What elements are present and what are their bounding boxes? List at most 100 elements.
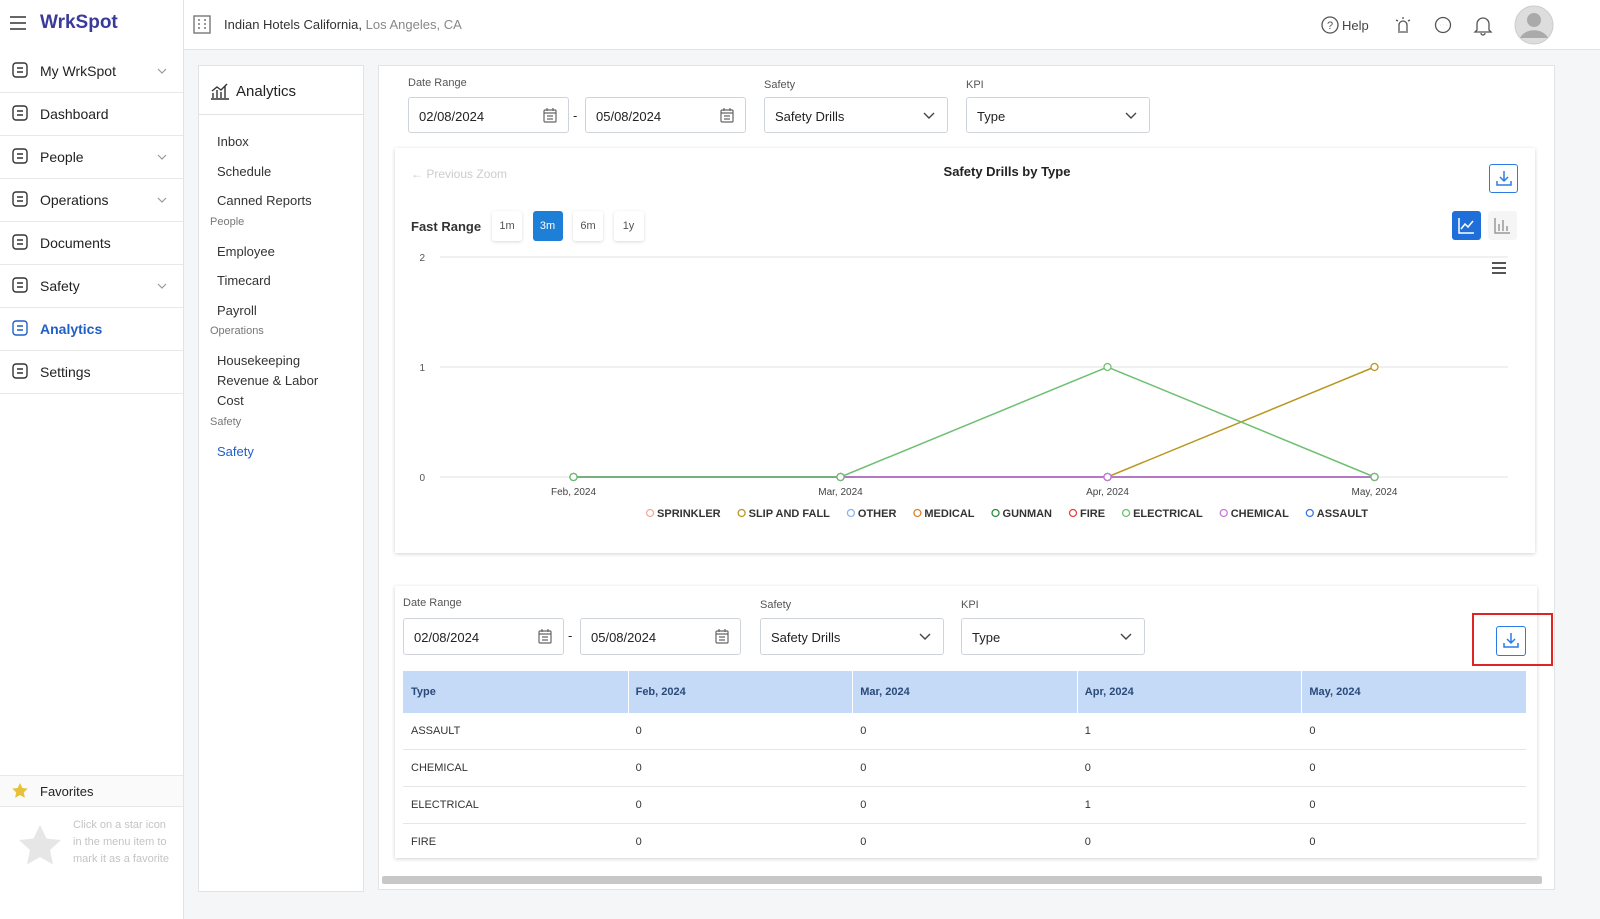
legend-label: SLIP AND FALL — [749, 508, 831, 520]
chevron[interactable] — [157, 68, 167, 74]
previous-zoom[interactable]: ← Previous Zoom — [411, 167, 508, 181]
nav-label: Documents — [40, 235, 111, 251]
table-header-cell: May, 2024 — [1309, 686, 1361, 698]
chart-title: Safety Drills by Type — [944, 164, 1071, 179]
safety-select[interactable]: Safety Drills — [760, 618, 944, 655]
bell-icon[interactable] — [1473, 14, 1493, 36]
safety-label: Safety — [764, 79, 796, 91]
submenu-item[interactable]: Employee — [217, 243, 275, 259]
end-date: 05/08/2024 — [596, 109, 662, 124]
submenu-item[interactable]: Payroll — [217, 302, 257, 318]
submenu-item[interactable]: Timecard — [217, 273, 271, 288]
nav-label: Safety — [40, 278, 80, 294]
nav-icon — [12, 277, 28, 293]
calendar-icon[interactable] — [715, 629, 729, 644]
table-cell: 0 — [1309, 762, 1316, 774]
end-date-input[interactable]: 05/08/2024 — [585, 97, 746, 133]
safety-value: Safety Drills — [771, 630, 841, 645]
svg-text:?: ? — [1327, 20, 1333, 32]
chevron — [919, 633, 931, 640]
hotel-name: Indian Hotels California, — [224, 17, 363, 32]
nav-label: Dashboard — [40, 106, 109, 122]
kpi-select[interactable]: Type — [966, 97, 1150, 133]
nav-item[interactable]: My WrkSpot — [0, 49, 183, 93]
nav-item[interactable]: Safety — [0, 264, 183, 308]
hotel[interactable]: Indian Hotels California, Los Angeles, C… — [224, 17, 462, 32]
kpi-select[interactable]: Type — [961, 618, 1145, 655]
date-label: Date Range — [408, 77, 467, 89]
calendar-icon[interactable] — [538, 629, 552, 644]
favorites-title: Favorites — [40, 784, 94, 799]
safety-label: Safety — [760, 599, 792, 611]
range-button[interactable]: 6m — [573, 211, 603, 241]
range-button[interactable]: 1y — [613, 211, 644, 241]
end-date: 05/08/2024 — [591, 630, 657, 645]
end-date-input[interactable]: 05/08/2024 — [580, 618, 741, 655]
table-cell: 0 — [635, 799, 642, 811]
logo[interactable]: WrkSpot — [40, 12, 118, 33]
nav-item[interactable]: Dashboard — [0, 92, 183, 136]
star-icon — [12, 783, 28, 798]
series-line — [573, 366, 1375, 478]
calendar-icon[interactable] — [543, 108, 557, 123]
table-cell: 1 — [1084, 725, 1091, 737]
chart-menu[interactable] — [1492, 262, 1506, 274]
x-tick-label: May, 2024 — [1352, 487, 1398, 498]
start-date-input[interactable]: 02/08/2024 — [403, 618, 564, 655]
chevron[interactable] — [157, 154, 167, 160]
nav-icon — [12, 148, 28, 164]
submenu-item[interactable]: Housekeeping Revenue & Labor Cost — [217, 353, 319, 408]
nav-item[interactable]: Documents — [0, 221, 183, 265]
submenu-title: Analytics — [236, 83, 297, 100]
range-button[interactable]: 3m — [532, 211, 563, 241]
submenu-item[interactable]: Inbox — [217, 134, 249, 149]
nav-icon — [12, 234, 28, 250]
chevron[interactable] — [157, 283, 167, 289]
table-cell: 1 — [1084, 799, 1091, 811]
scrollbar[interactable] — [382, 876, 1542, 884]
legend-marker — [913, 508, 922, 518]
nav-icon — [12, 363, 28, 379]
table-download-button[interactable] — [1496, 626, 1526, 656]
bar-view-button[interactable] — [1488, 211, 1517, 240]
help-label[interactable]: Help — [1342, 18, 1369, 33]
nav-label: Settings — [40, 364, 91, 380]
chat-icon[interactable] — [1433, 15, 1453, 35]
data-point — [1370, 362, 1379, 372]
line-view-button[interactable] — [1452, 211, 1481, 240]
alert-icon[interactable] — [1393, 15, 1413, 35]
nav-label: Operations — [40, 192, 109, 208]
hotel-location: Los Angeles, CA — [365, 17, 462, 32]
table-header-cell: Apr, 2024 — [1084, 686, 1134, 698]
kpi-value: Type — [972, 630, 1001, 645]
data-point — [1370, 472, 1379, 482]
table-cell: 0 — [860, 725, 867, 737]
range-button[interactable]: 1m — [492, 211, 522, 241]
submenu-item[interactable]: Canned Reports — [217, 193, 312, 208]
chart-download-button[interactable] — [1489, 164, 1518, 193]
start-date-input[interactable]: 02/08/2024 — [408, 97, 569, 133]
favorites-star — [19, 825, 61, 865]
download-icon — [1496, 171, 1512, 186]
previous-zoom-label: Previous Zoom — [426, 167, 508, 181]
legend-label: FIRE — [1080, 508, 1105, 520]
nav-item[interactable]: Operations — [0, 178, 183, 222]
safety-select[interactable]: Safety Drills — [764, 97, 948, 133]
help-icon[interactable]: ? — [1321, 16, 1339, 34]
avatar[interactable] — [1514, 5, 1554, 45]
menu-icon[interactable] — [10, 16, 26, 30]
submenu-item[interactable]: Safety — [217, 443, 254, 459]
legend-marker — [1068, 508, 1078, 518]
legend-label: GUNMAN — [1003, 508, 1053, 520]
calendar-icon[interactable] — [720, 108, 734, 123]
nav-item[interactable]: Analytics — [0, 307, 183, 351]
table-row — [403, 787, 1526, 824]
nav-icon — [12, 191, 28, 207]
chevron[interactable] — [157, 197, 167, 203]
x-tick-label: Mar, 2024 — [818, 487, 863, 498]
table-cell: 0 — [635, 762, 642, 774]
nav-item[interactable]: Settings — [0, 350, 183, 394]
nav-item[interactable]: People — [0, 135, 183, 179]
table-row — [403, 713, 1526, 750]
submenu-item[interactable]: Schedule — [217, 163, 272, 179]
